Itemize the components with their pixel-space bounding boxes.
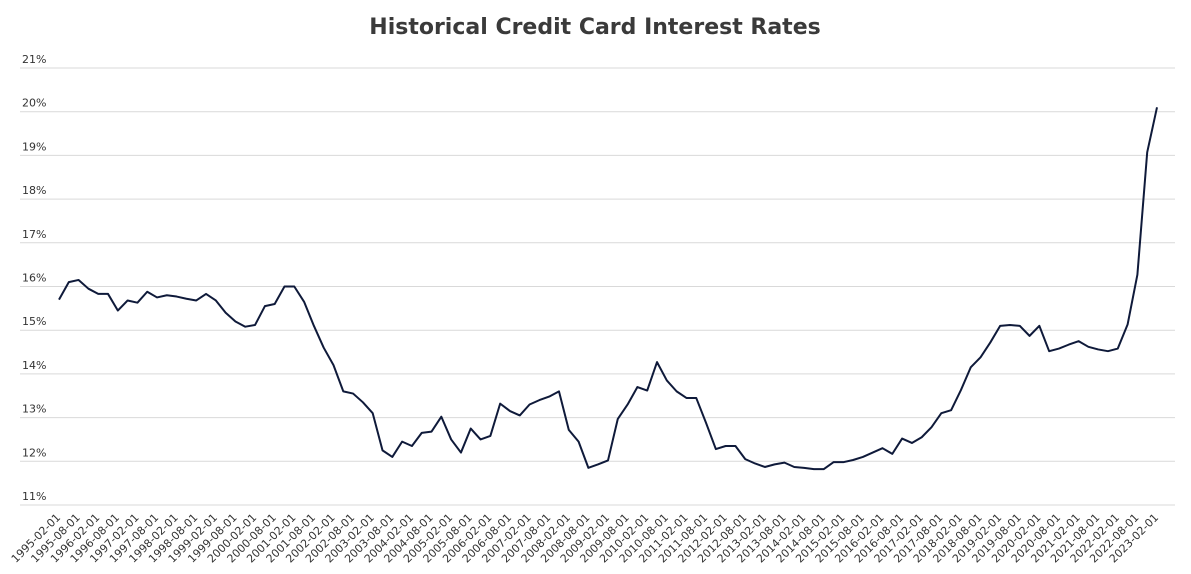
y-tick-label: 17%	[22, 228, 46, 241]
y-tick-label: 21%	[22, 53, 46, 66]
y-tick-label: 18%	[22, 184, 46, 197]
y-tick-label: 11%	[22, 490, 46, 503]
line	[58, 107, 1158, 471]
y-tick-label: 19%	[22, 140, 46, 153]
y-tick-label: 20%	[22, 97, 46, 110]
y-tick-label: 12%	[22, 446, 46, 459]
y-tick-label: 14%	[22, 359, 46, 372]
chart-title: Historical Credit Card Interest Rates	[369, 15, 820, 40]
y-tick-label: 13%	[22, 403, 46, 416]
y-tick-label: 15%	[22, 315, 46, 328]
y-tick-label: 16%	[22, 272, 46, 285]
